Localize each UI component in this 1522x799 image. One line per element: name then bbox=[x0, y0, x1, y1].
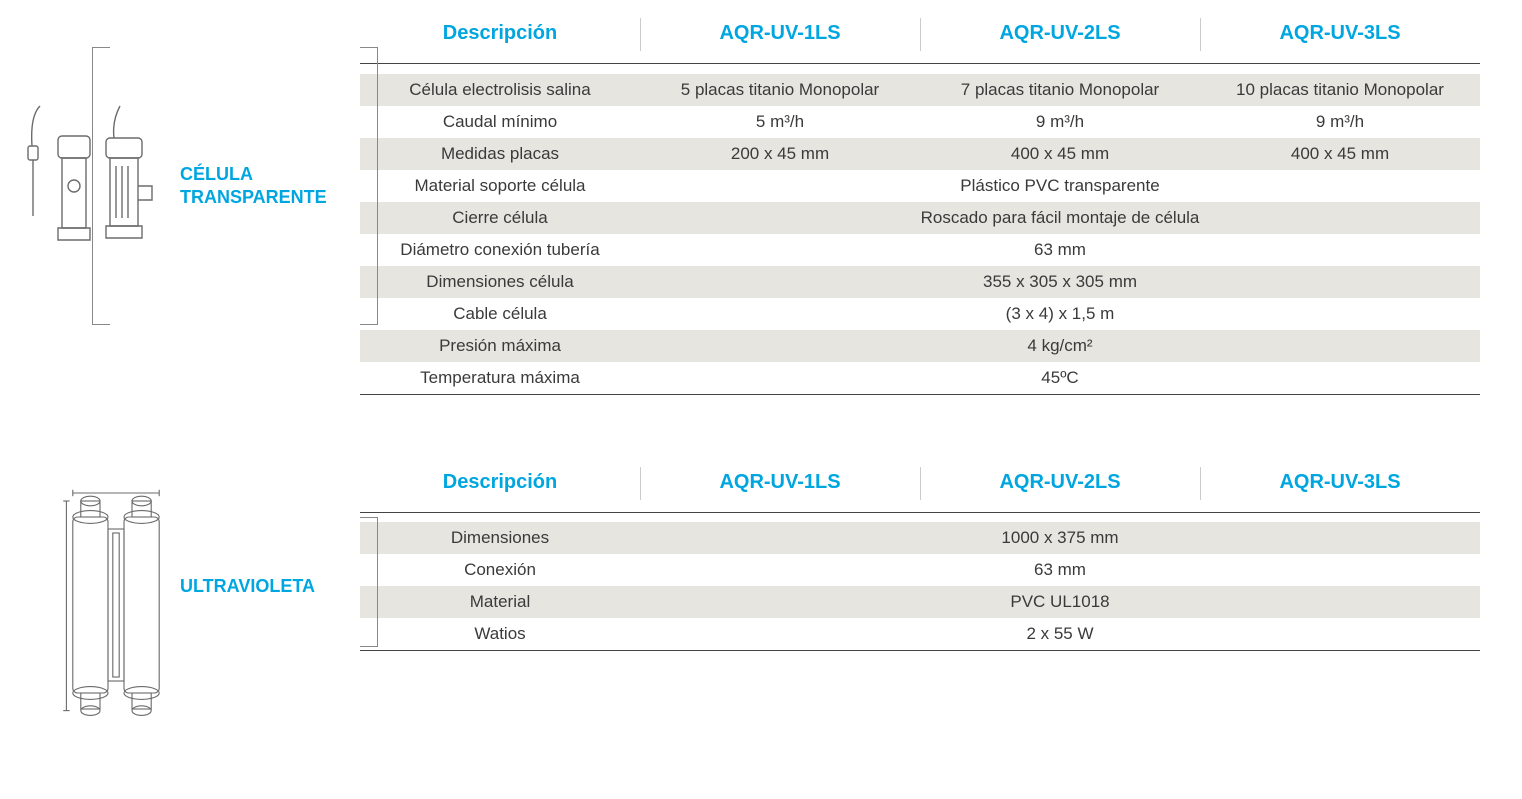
bracket-1b bbox=[360, 47, 378, 325]
row-label: Watios bbox=[360, 618, 640, 651]
row-value: Plástico PVC transparente bbox=[640, 170, 1480, 202]
row-value: 7 placas titanio Monopolar bbox=[920, 74, 1200, 106]
row-value: 10 placas titanio Monopolar bbox=[1200, 74, 1480, 106]
row-label: Medidas placas bbox=[360, 138, 640, 170]
table-row: Cierre célulaRoscado para fácil montaje … bbox=[360, 202, 1480, 234]
table-body-2: Dimensiones1000 x 375 mmConexión63 mmMat… bbox=[360, 512, 1480, 651]
table-row: Conexión63 mm bbox=[360, 554, 1480, 586]
row-label: Dimensiones célula bbox=[360, 266, 640, 298]
col-descripcion: Descripción bbox=[360, 6, 640, 64]
uv-icon bbox=[60, 455, 180, 755]
table-body-1: Célula electrolisis salina5 placas titan… bbox=[360, 64, 1480, 395]
table-row: Temperatura máxima45ºC bbox=[360, 362, 1480, 395]
row-value: 63 mm bbox=[640, 234, 1480, 266]
row-label: Célula electrolisis salina bbox=[360, 74, 640, 106]
row-value: 9 m³/h bbox=[920, 106, 1200, 138]
table-row: MaterialPVC UL1018 bbox=[360, 586, 1480, 618]
row-label: Cierre célula bbox=[360, 202, 640, 234]
row-value: 9 m³/h bbox=[1200, 106, 1480, 138]
col2-model-1: AQR-UV-1LS bbox=[640, 455, 920, 513]
row-value: 400 x 45 mm bbox=[920, 138, 1200, 170]
row-value: 5 m³/h bbox=[640, 106, 920, 138]
table-row: Material soporte célulaPlástico PVC tran… bbox=[360, 170, 1480, 202]
row-label: Material bbox=[360, 586, 640, 618]
col-model-3: AQR-UV-3LS bbox=[1200, 6, 1480, 64]
table-row: Medidas placas200 x 45 mm400 x 45 mm400 … bbox=[360, 138, 1480, 170]
label-line2: TRANSPARENTE bbox=[180, 187, 327, 207]
uv-illustration bbox=[0, 455, 180, 755]
table-row: Watios2 x 55 W bbox=[360, 618, 1480, 651]
row-value: 2 x 55 W bbox=[640, 618, 1480, 651]
section-celula-transparente: CÉLULA TRANSPARENTE Descripción AQR-UV-1… bbox=[0, 0, 1522, 395]
row-value: 5 placas titanio Monopolar bbox=[640, 74, 920, 106]
row-label: Dimensiones bbox=[360, 522, 640, 554]
row-value: Roscado para fácil montaje de célula bbox=[640, 202, 1480, 234]
section-label-uv: ULTRAVIOLETA bbox=[180, 575, 360, 598]
table-row: Célula electrolisis salina5 placas titan… bbox=[360, 74, 1480, 106]
table-row: Dimensiones célula355 x 305 x 305 mm bbox=[360, 266, 1480, 298]
table-header-row-2: Descripción AQR-UV-1LS AQR-UV-2LS AQR-UV… bbox=[360, 455, 1480, 513]
col-model-2: AQR-UV-2LS bbox=[920, 6, 1200, 64]
row-label: Diámetro conexión tubería bbox=[360, 234, 640, 266]
row-value: 63 mm bbox=[640, 554, 1480, 586]
col2-descripcion: Descripción bbox=[360, 455, 640, 513]
left-panel-2: ULTRAVIOLETA bbox=[0, 455, 360, 755]
label-line1: CÉLULA bbox=[180, 164, 253, 184]
row-label: Conexión bbox=[360, 554, 640, 586]
table-row: Diámetro conexión tubería63 mm bbox=[360, 234, 1480, 266]
table-header-row: Descripción AQR-UV-1LS AQR-UV-2LS AQR-UV… bbox=[360, 6, 1480, 64]
cell-icon bbox=[10, 96, 170, 276]
col-model-1: AQR-UV-1LS bbox=[640, 6, 920, 64]
table-celula: Descripción AQR-UV-1LS AQR-UV-2LS AQR-UV… bbox=[360, 6, 1480, 395]
row-label: Material soporte célula bbox=[360, 170, 640, 202]
row-label: Presión máxima bbox=[360, 330, 640, 362]
col2-model-3: AQR-UV-3LS bbox=[1200, 455, 1480, 513]
label-uv: ULTRAVIOLETA bbox=[180, 576, 315, 596]
row-value: 200 x 45 mm bbox=[640, 138, 920, 170]
row-value: PVC UL1018 bbox=[640, 586, 1480, 618]
table-row: Caudal mínimo5 m³/h9 m³/h9 m³/h bbox=[360, 106, 1480, 138]
row-value: 1000 x 375 mm bbox=[640, 522, 1480, 554]
row-label: Caudal mínimo bbox=[360, 106, 640, 138]
section-ultravioleta: ULTRAVIOLETA Descripción AQR-UV-1LS AQR-… bbox=[0, 455, 1522, 755]
table-row: Dimensiones1000 x 375 mm bbox=[360, 522, 1480, 554]
table-row: Presión máxima4 kg/cm² bbox=[360, 330, 1480, 362]
table-row: Cable célula(3 x 4) x 1,5 m bbox=[360, 298, 1480, 330]
row-value: 45ºC bbox=[640, 362, 1480, 395]
row-value: 4 kg/cm² bbox=[640, 330, 1480, 362]
row-label: Temperatura máxima bbox=[360, 362, 640, 395]
section-label-celula: CÉLULA TRANSPARENTE bbox=[180, 163, 360, 210]
cell-illustration bbox=[0, 96, 180, 276]
row-value: 355 x 305 x 305 mm bbox=[640, 266, 1480, 298]
bracket-1 bbox=[92, 47, 110, 325]
table-uv: Descripción AQR-UV-1LS AQR-UV-2LS AQR-UV… bbox=[360, 455, 1480, 652]
left-panel-1: CÉLULA TRANSPARENTE bbox=[0, 6, 360, 366]
row-value: (3 x 4) x 1,5 m bbox=[640, 298, 1480, 330]
row-label: Cable célula bbox=[360, 298, 640, 330]
row-value: 400 x 45 mm bbox=[1200, 138, 1480, 170]
bracket-2 bbox=[360, 517, 378, 647]
col2-model-2: AQR-UV-2LS bbox=[920, 455, 1200, 513]
